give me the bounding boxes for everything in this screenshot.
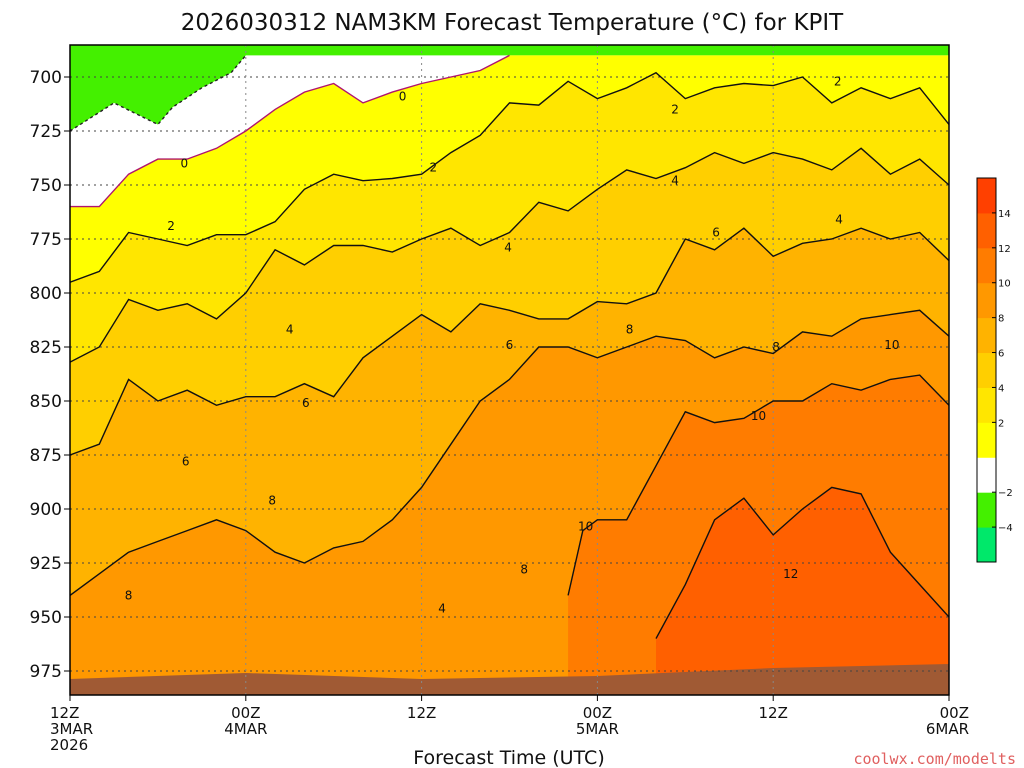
contour-label: 2 [167, 219, 175, 233]
y-tick-label: 925 [30, 554, 62, 574]
y-tick-label: 700 [30, 68, 62, 88]
isotherm-12 [655, 486, 949, 639]
contour-label: 8 [772, 340, 780, 354]
x-tick-label: 00Z [583, 704, 612, 722]
contour-label: 2 [834, 74, 842, 88]
plot-area: 0 0 2 2 2 2 4 4 4 4 4 6 6 6 6 8 8 8 8 8 10 10 10 12 [69, 44, 950, 696]
y-tick-label: 725 [30, 122, 62, 142]
isotherm-8 [70, 309, 949, 596]
contour-label: 10 [751, 409, 766, 423]
chart-title: 2026030312 NAM3KM Forecast Temperature (… [181, 10, 844, 36]
colorbar-swatch [977, 352, 996, 388]
isotherm-lines [70, 54, 949, 639]
colorbar-swatch [977, 317, 996, 354]
contour-label: 4 [835, 213, 843, 227]
isotherm-2 [70, 71, 949, 283]
y-tick-label: 775 [30, 230, 62, 250]
colorbar-label: 14 [998, 209, 1011, 220]
contour-label: 12 [783, 567, 798, 581]
isotherm-4 [70, 147, 949, 363]
colorbar-swatch [977, 178, 996, 214]
temperature-fill-bands [70, 45, 949, 695]
terrain-ground [70, 664, 949, 695]
x-tick-label: 2026 [50, 736, 88, 754]
y-tick-label: 825 [30, 338, 62, 358]
colorbar-swatch [977, 457, 996, 493]
colorbar-swatch [977, 387, 996, 423]
x-tick-label: 12Z [407, 704, 436, 722]
ground-terrain [70, 664, 949, 695]
y-tick-label: 850 [30, 392, 62, 412]
colorbar-swatch [977, 492, 996, 528]
credit-link[interactable]: coolwx.com/modelts [853, 750, 1016, 768]
y-tick-label: 875 [30, 446, 62, 466]
x-tick-label: 3MAR [50, 720, 93, 738]
colorbar-frame [976, 177, 997, 563]
colorbar-swatch [977, 527, 996, 563]
contour-label: 4 [504, 241, 512, 255]
colorbar-swatch [977, 282, 996, 319]
contour-label: 10 [578, 519, 593, 533]
contour-label: 2 [429, 161, 437, 175]
isotherm-0 [70, 54, 510, 208]
contour-label: 4 [671, 174, 679, 188]
contour-labels: 0 0 2 2 2 2 4 4 4 4 4 6 6 6 6 8 8 8 8 8 10 10 10 12 [125, 74, 900, 615]
contour-label: 2 [671, 102, 679, 116]
colorbar-swatch [977, 247, 996, 284]
x-tick-label: 4MAR [224, 720, 267, 738]
colorbar: −4 −2 2 4 6 8 10 12 14 [976, 177, 1013, 563]
contour-label: 4 [286, 323, 294, 337]
y-tick-label: 750 [30, 176, 62, 196]
y-tick-label: 900 [30, 500, 62, 520]
contour-label: 6 [712, 226, 720, 240]
y-axis-ticks: 700 725 750 775 800 825 850 875 900 925 950 975 [30, 68, 70, 682]
x-tick-label: 00Z [940, 704, 969, 722]
x-tick-label: 00Z [231, 704, 260, 722]
contour-label: 8 [520, 562, 528, 576]
x-tick-label: 5MAR [576, 720, 619, 738]
colorbar-label: 10 [998, 279, 1011, 290]
colorbar-swatch [977, 212, 996, 249]
contour-label: 6 [182, 454, 190, 468]
contour-label: 8 [626, 323, 634, 337]
plot-frame [69, 44, 950, 696]
contour-label: 8 [125, 588, 133, 602]
colorbar-label: 2 [998, 418, 1004, 429]
x-tick-label: 12Z [50, 704, 79, 722]
band-above-12 [656, 487, 949, 695]
isotherm-10 [567, 374, 949, 596]
contour-label: 10 [884, 338, 899, 352]
colorbar-swatch [977, 422, 996, 458]
colorbar-label: 12 [998, 244, 1011, 255]
colorbar-label: 6 [998, 349, 1004, 360]
contour-label: 4 [438, 601, 446, 615]
isotherm-6 [70, 227, 949, 456]
colorbar-label: −4 [998, 523, 1013, 534]
x-tick-label: 6MAR [926, 720, 969, 738]
contour-label: 6 [302, 396, 310, 410]
contour-label: 0 [399, 89, 407, 103]
contour-label: 8 [268, 493, 276, 507]
contour-label: 6 [506, 338, 514, 352]
contour-label: 0 [180, 156, 188, 170]
colorbar-label: −2 [998, 488, 1013, 499]
y-tick-label: 800 [30, 284, 62, 304]
y-tick-label: 950 [30, 608, 62, 628]
x-tick-label: 12Z [759, 704, 788, 722]
x-axis-title: Forecast Time (UTC) [413, 747, 604, 768]
y-tick-label: 975 [30, 662, 62, 682]
colorbar-label: 8 [998, 314, 1004, 325]
colorbar-label: 4 [998, 383, 1004, 394]
